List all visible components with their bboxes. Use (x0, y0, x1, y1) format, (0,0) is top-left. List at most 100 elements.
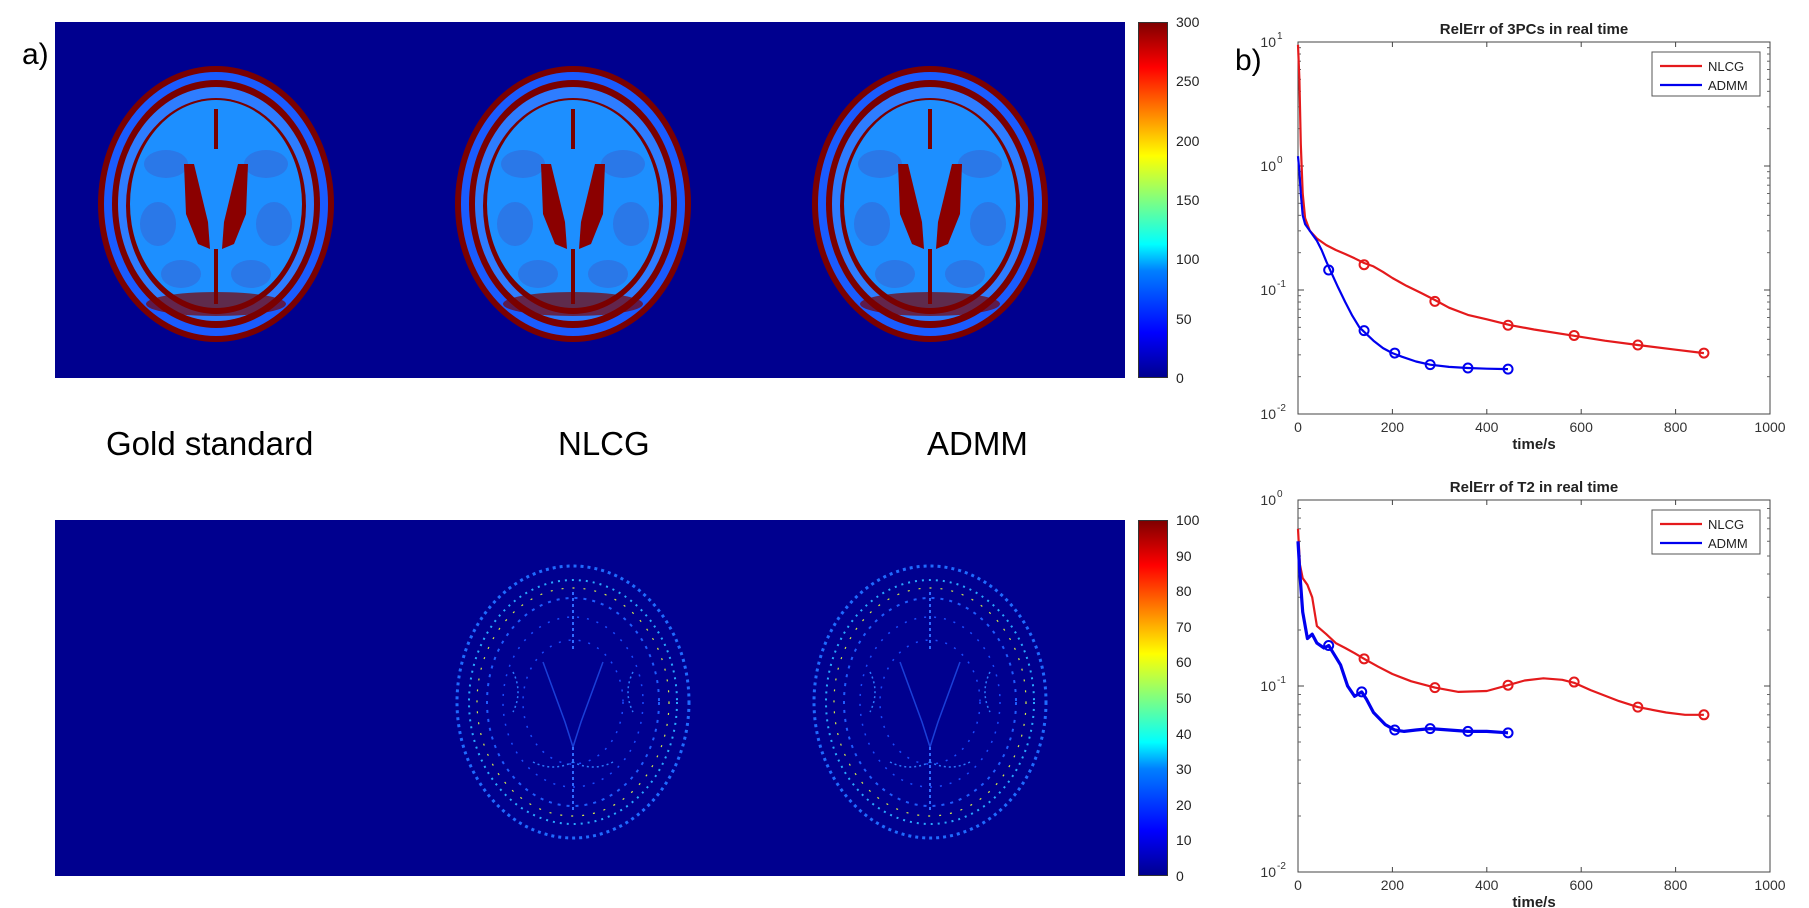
plot-area (1297, 499, 1771, 873)
y-tick-exponent: 0 (1277, 155, 1283, 166)
colorbar-tick-label: 250 (1176, 73, 1200, 90)
colorbar-tick-label: 0 (1176, 868, 1184, 884)
colorbar-tick-label: 30 (1176, 761, 1192, 778)
x-tick-label: 0 (1294, 877, 1302, 893)
top-colorbar (1138, 22, 1168, 378)
series-marker-nlcg (1568, 676, 1580, 688)
colorbar-tick-label: 90 (1176, 547, 1192, 564)
bottom-image-strip (55, 520, 1125, 876)
series-marker-admm (1462, 725, 1474, 737)
y-tick-exponent: -2 (1277, 403, 1286, 414)
x-tick-label: 400 (1475, 877, 1499, 893)
series-marker-admm (1502, 363, 1514, 375)
series-marker-admm (1424, 359, 1436, 371)
series-marker-nlcg (1632, 339, 1644, 351)
y-tick-exponent: 0 (1277, 489, 1283, 500)
legend-label: ADMM (1708, 536, 1748, 551)
series-marker-nlcg (1429, 295, 1441, 307)
series-marker-admm (1389, 724, 1401, 736)
brain-nlcg (455, 66, 691, 342)
series-marker-admm (1356, 686, 1368, 698)
series-marker-nlcg (1698, 709, 1710, 721)
colorbar-tick-label: 50 (1176, 690, 1192, 706)
colorbar-tick-label: 100 (1176, 512, 1200, 528)
series-marker-nlcg (1632, 701, 1644, 713)
colorbar-tick-label: 20 (1176, 796, 1192, 813)
y-tick-label: 10 (1260, 864, 1276, 880)
brain-admm (812, 66, 1048, 342)
caption-gold-standard: Gold standard (106, 425, 314, 462)
chart-relerr-t2: RelErr of T2 in real time 0 200 400 600 800 10… (1260, 479, 1785, 908)
y-tick-label: 10 (1260, 492, 1276, 508)
panel-b-label: b) (1235, 44, 1262, 77)
x-tick-label: 200 (1381, 419, 1405, 435)
series-line-nlcg (1296, 44, 1705, 355)
y-tick-exponent: -2 (1277, 861, 1286, 872)
x-tick-label: 800 (1664, 419, 1688, 435)
colorbar-tick-label: 0 (1176, 370, 1184, 386)
y-tick-exponent: 1 (1277, 31, 1283, 42)
chart-title: RelErr of 3PCs in real time (1440, 21, 1628, 38)
series-marker-admm (1323, 640, 1335, 652)
x-tick-label: 0 (1294, 419, 1302, 435)
x-axis-label: time/s (1512, 436, 1555, 450)
legend-label: ADMM (1708, 78, 1748, 93)
colorbar-tick-label: 60 (1176, 654, 1192, 671)
series-marker-nlcg (1358, 653, 1370, 665)
y-tick-label: 10 (1260, 34, 1276, 50)
colorbar-tick-label: 10 (1176, 832, 1192, 849)
x-axis-label: time/s (1512, 894, 1555, 908)
legend-box (1651, 51, 1761, 97)
chart-relerr-3pcs: RelErr of 3PCs in real time 0 200 400 600 800… (1260, 21, 1785, 450)
series-marker-admm (1358, 325, 1370, 337)
bottom-error-maps (455, 564, 1048, 840)
y-tick-exponent: -1 (1277, 279, 1286, 290)
bottom-colorbar (1138, 520, 1168, 876)
colorbar-tick-label: 150 (1176, 192, 1200, 208)
series-line-nlcg (1296, 528, 1704, 716)
series-marker-admm (1323, 264, 1335, 276)
series-marker-nlcg (1502, 319, 1514, 331)
legend-box (1651, 509, 1761, 555)
y-tick-label: 10 (1260, 282, 1276, 298)
colorbar-tick-label: 200 (1176, 132, 1200, 149)
series-marker-nlcg (1429, 682, 1441, 694)
caption-nlcg: NLCG (558, 425, 650, 462)
y-tick-label: 10 (1260, 158, 1276, 174)
error-map-admm (812, 564, 1048, 840)
plot-area (1297, 41, 1771, 415)
series-marker-admm (1502, 727, 1514, 739)
series-line-admm (1296, 156, 1509, 371)
panel-a-label: a) (22, 38, 49, 71)
colorbar-tick-label: 100 (1176, 251, 1200, 268)
y-tick-exponent: -1 (1277, 675, 1286, 686)
x-tick-label: 600 (1570, 877, 1594, 893)
colorbar-tick-label: 80 (1176, 583, 1192, 600)
caption-admm: ADMM (927, 425, 1028, 462)
x-tick-label: 1000 (1754, 877, 1785, 893)
series-marker-nlcg (1568, 329, 1580, 341)
top-image-strip (55, 22, 1125, 378)
colorbar-tick-label: 40 (1176, 725, 1192, 742)
x-tick-label: 600 (1570, 419, 1594, 435)
chart-title: RelErr of T2 in real time (1450, 479, 1618, 496)
top-brain-images (98, 66, 1048, 342)
colorbar-tick-label: 300 (1176, 14, 1200, 30)
y-tick-label: 10 (1260, 678, 1276, 694)
x-tick-label: 800 (1664, 877, 1688, 893)
error-map-nlcg (455, 564, 691, 840)
x-tick-label: 400 (1475, 419, 1499, 435)
colorbar-tick-label: 70 (1176, 618, 1192, 635)
series-marker-admm (1462, 362, 1474, 374)
series-marker-nlcg (1358, 259, 1370, 271)
series-marker-admm (1389, 347, 1401, 359)
legend-label: NLCG (1708, 517, 1744, 532)
series-marker-nlcg (1698, 347, 1710, 359)
series-marker-admm (1424, 723, 1436, 735)
x-tick-label: 200 (1381, 877, 1405, 893)
legend-label: NLCG (1708, 59, 1744, 74)
x-tick-label: 1000 (1754, 419, 1785, 435)
brain-gold-standard (98, 66, 334, 342)
series-marker-nlcg (1502, 679, 1514, 691)
colorbar-tick-label: 50 (1176, 310, 1192, 327)
